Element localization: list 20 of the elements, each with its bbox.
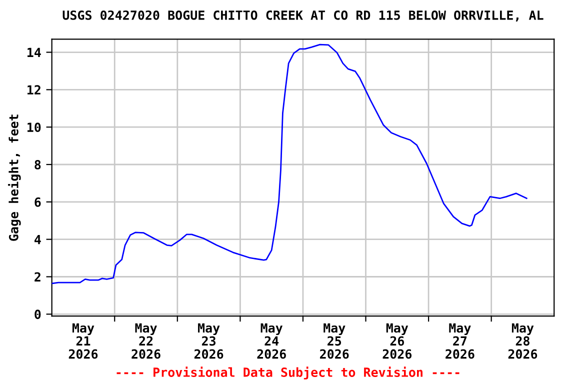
y-tick-label: 8 — [34, 160, 41, 170]
y-tick-label: 6 — [34, 197, 41, 207]
line-series — [52, 44, 528, 284]
y-axis-title: Gage height, feet — [8, 114, 21, 241]
y-tick-label: 0 — [34, 310, 41, 320]
x-tick-label: May 25 2026 — [320, 323, 349, 359]
text: ---- Provisional Data Subject to Revision ---- — [116, 366, 460, 380]
x-tick-label: May 23 2026 — [194, 323, 224, 359]
x-tick-label: May 24 2026 — [257, 323, 286, 359]
y-tick-label: 2 — [34, 272, 40, 282]
x-tick-label: May 21 2026 — [68, 323, 98, 359]
x-tick-label: May 27 2026 — [446, 323, 474, 359]
y-tick-label: 12 — [28, 85, 40, 94]
x-tick-label: May 22 2026 — [132, 323, 160, 359]
x-tick-label: May 26 2026 — [382, 323, 412, 359]
y-tick-label: 14 — [28, 48, 41, 58]
y-tick-label: 4 — [34, 234, 41, 244]
x-tick-label: May 28 2026 — [508, 323, 538, 359]
y-tick-label: 10 — [28, 122, 41, 132]
chart-title: USGS 02427020 BOGUE CHITTO CREEK AT CO RD 115 BELOW ORRVILLE, AL — [62, 10, 544, 22]
